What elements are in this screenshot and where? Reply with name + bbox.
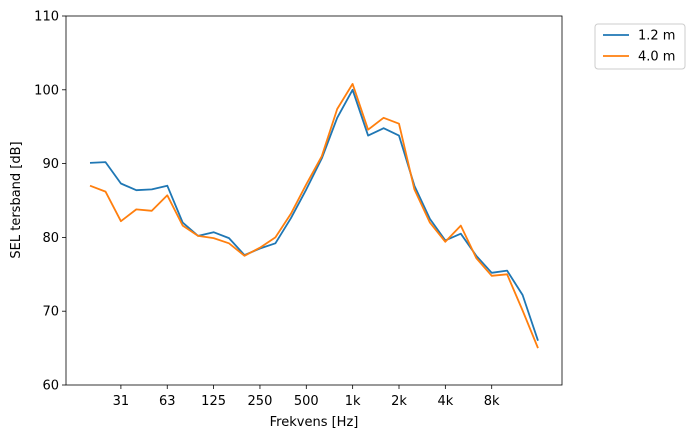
x-tick-label: 31	[113, 394, 130, 409]
x-tick-label: 4k	[437, 394, 453, 409]
legend: 1.2 m 4.0 m	[594, 23, 686, 70]
x-tick-label: 500	[294, 394, 319, 409]
x-axis-label: Frekvens [Hz]	[270, 415, 359, 430]
series-layer	[89, 83, 539, 349]
y-tick-label: 80	[42, 231, 59, 246]
x-axis: 31 63 125 250 500 1k 2k 4k 8k	[113, 385, 500, 409]
y-axis-label: SEL tersband [dB]	[9, 141, 24, 258]
x-tick-label: 2k	[391, 394, 407, 409]
series-line-1-2-m	[89, 88, 539, 341]
y-axis: 60 70 80 90 100 110	[34, 10, 66, 394]
y-tick-label: 110	[34, 10, 59, 25]
legend-label-1-2m: 1.2 m	[638, 29, 675, 44]
x-tick-label: 250	[248, 394, 273, 409]
plot-frame	[65, 15, 563, 386]
x-tick-label: 125	[201, 394, 226, 409]
series-line-4-0-m	[89, 83, 539, 349]
x-tick-label: 8k	[484, 394, 500, 409]
x-tick-label: 63	[159, 394, 176, 409]
y-tick-label: 60	[42, 379, 59, 394]
y-tick-label: 100	[34, 83, 59, 98]
plot-area	[66, 16, 562, 385]
legend-label-4-0m: 4.0 m	[638, 50, 675, 65]
y-tick-label: 70	[42, 305, 59, 320]
y-tick-label: 90	[42, 157, 59, 172]
x-tick-label: 1k	[345, 394, 361, 409]
